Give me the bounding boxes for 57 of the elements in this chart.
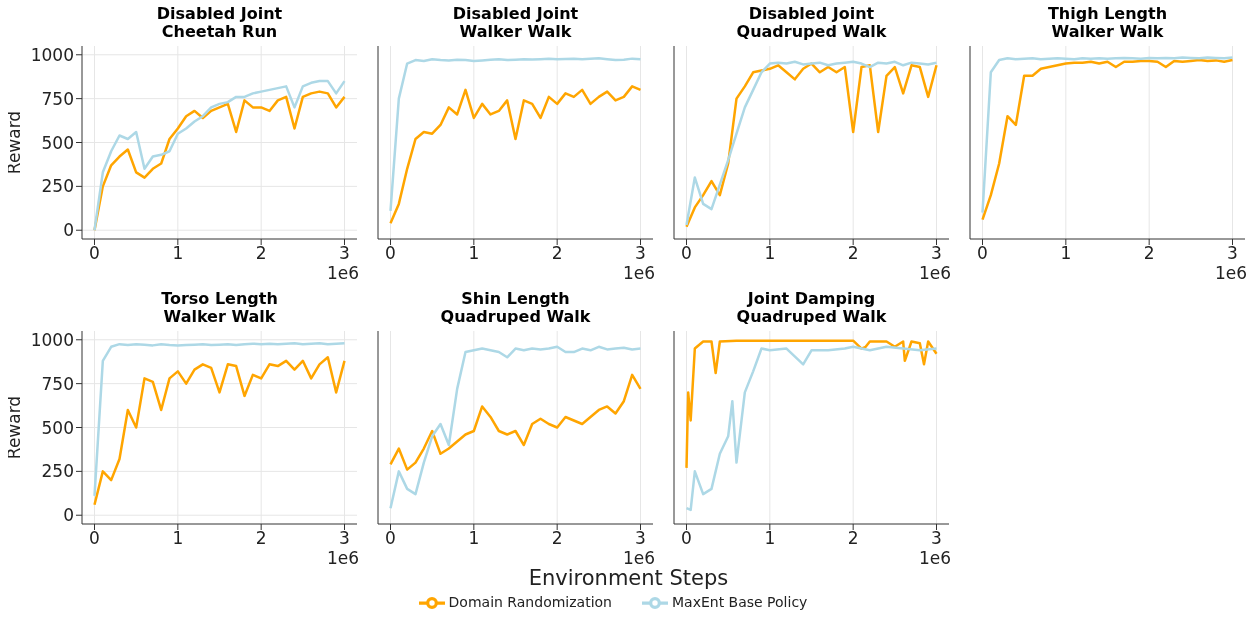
x-tick-label: 3: [635, 528, 646, 549]
text: 1e6: [623, 263, 656, 283]
legend-label: Domain Randomization: [448, 594, 612, 610]
y-tick-label: 250: [41, 176, 74, 197]
x-tick-label: 3: [339, 243, 350, 264]
text: 1e6: [327, 263, 360, 283]
x-tick-label: 1: [468, 528, 480, 549]
x-tick-label: 0: [385, 243, 396, 264]
x-tick-label: 1: [172, 243, 184, 264]
chart-title: Disabled Joint Quadruped Walk: [735, 4, 888, 41]
x-tick-label: 0: [977, 243, 988, 264]
text: 1e6: [919, 263, 952, 283]
y-tick-label: 1000: [30, 44, 74, 65]
chart-title: Disabled Joint Cheetah Run: [155, 4, 284, 41]
x-tick-label: 0: [89, 243, 100, 264]
x-tick-label: 2: [847, 528, 859, 549]
x-tick-label: 1: [172, 528, 184, 549]
chart-title: Torso Length Walker Walk: [160, 289, 279, 326]
y-tick-label: 750: [41, 88, 74, 109]
x-tick-label: 2: [255, 243, 267, 264]
x-tick-label: 2: [551, 243, 563, 264]
x-tick-label: 3: [1227, 243, 1238, 264]
x-tick-label: 2: [1143, 243, 1155, 264]
x-tick-label: 0: [681, 528, 692, 549]
x-tick-label: 2: [255, 528, 267, 549]
text: 1e6: [327, 548, 360, 568]
y-tick-label: 750: [41, 373, 74, 394]
y-tick-label: 500: [41, 132, 74, 153]
y-tick-label: 500: [41, 417, 74, 438]
x-tick-label: 3: [931, 528, 942, 549]
chart-title: Shin Length Quadruped Walk: [439, 289, 592, 326]
x-tick-label: 0: [385, 528, 396, 549]
y-tick-label: 1000: [30, 329, 74, 350]
x-tick-label: 3: [635, 243, 646, 264]
x-tick-label: 0: [681, 243, 692, 264]
x-tick-label: 3: [339, 528, 350, 549]
y-axis-title: Reward: [4, 110, 25, 175]
y-tick-label: 250: [41, 461, 74, 482]
chart-title: Thigh Length Walker Walk: [1046, 4, 1169, 41]
x-tick-label: 1: [468, 243, 480, 264]
x-tick-label: 3: [931, 243, 942, 264]
text: 1e6: [1215, 263, 1248, 283]
text: 1e6: [919, 548, 952, 568]
x-tick-label: 2: [551, 528, 563, 549]
x-tick-label: 1: [1060, 243, 1072, 264]
x-tick-label: 1: [764, 528, 776, 549]
y-axis-title: Reward: [4, 395, 25, 460]
chart-title: Disabled Joint Walker Walk: [451, 4, 580, 41]
text: 1e6: [623, 548, 656, 568]
x-tick-label: 2: [847, 243, 859, 264]
y-tick-label: 0: [63, 505, 74, 526]
x-axis-title: Environment Steps: [527, 566, 730, 590]
x-tick-label: 1: [764, 243, 776, 264]
chart-title: Joint Damping Quadruped Walk: [735, 289, 888, 326]
y-tick-label: 0: [63, 220, 74, 241]
legend-label: MaxEnt Base Policy: [671, 594, 808, 610]
x-tick-label: 0: [89, 528, 100, 549]
